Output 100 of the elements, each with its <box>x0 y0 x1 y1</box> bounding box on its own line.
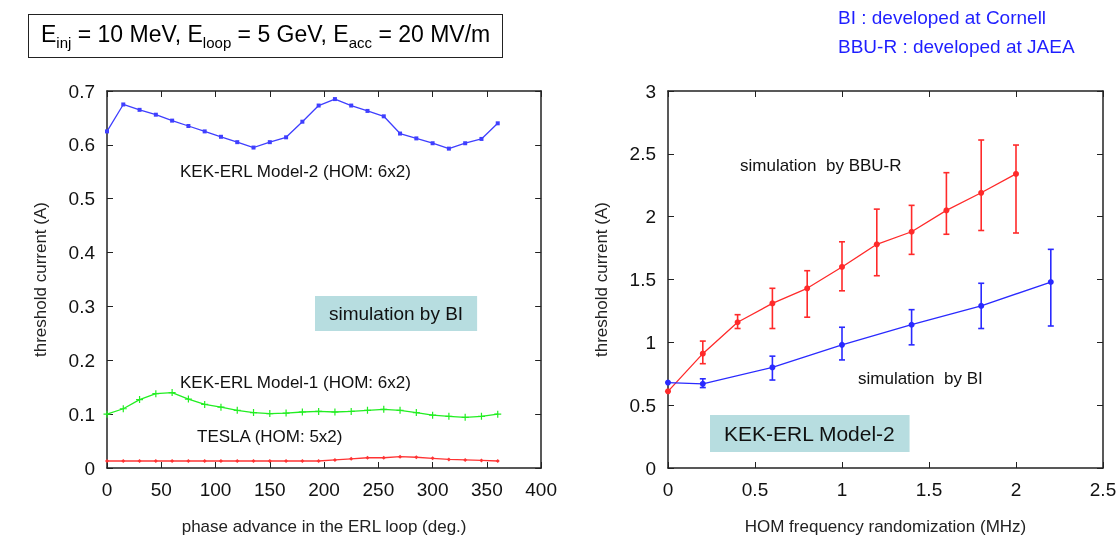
annotation: KEK-ERL Model-2 (HOM: 6x2) <box>180 162 411 181</box>
point <box>202 459 207 463</box>
annotation: simulation by BI <box>858 369 983 388</box>
point <box>463 141 468 146</box>
x-tick-label: 1 <box>836 479 848 500</box>
point <box>300 459 305 463</box>
point <box>943 207 950 214</box>
point <box>395 406 405 415</box>
point <box>137 459 142 463</box>
point <box>121 102 126 107</box>
x-tick-label: 400 <box>525 479 557 500</box>
point <box>267 140 272 145</box>
x-tick-label: 50 <box>150 479 172 500</box>
x-tick-label: 2.5 <box>1089 479 1117 500</box>
point <box>102 410 112 419</box>
point <box>202 129 207 134</box>
y-axis-title: threshold current (A) <box>592 202 611 357</box>
point <box>186 124 191 129</box>
point <box>479 136 484 141</box>
y-tick-label: 0.1 <box>68 403 95 425</box>
point <box>284 459 289 463</box>
point <box>330 407 340 417</box>
x-tick-label: 100 <box>199 479 232 500</box>
point <box>495 459 500 463</box>
point <box>186 459 191 463</box>
point <box>414 136 419 141</box>
point <box>153 112 158 117</box>
x-tick-label: 0 <box>662 479 674 500</box>
x-tick-label: 1.5 <box>915 479 943 500</box>
point <box>839 341 845 348</box>
point <box>978 302 985 309</box>
point <box>839 263 845 270</box>
point <box>699 350 706 357</box>
y-tick-label: 3 <box>645 80 656 102</box>
point <box>804 285 811 292</box>
point <box>218 459 223 463</box>
point <box>235 140 240 145</box>
point <box>495 121 500 126</box>
y-tick-label: 0.3 <box>68 295 95 317</box>
x-tick-label: 250 <box>362 479 395 500</box>
point <box>1047 279 1054 286</box>
y-tick-label: 0.7 <box>68 80 95 102</box>
point <box>121 459 126 463</box>
annotation: TESLA (HOM: 5x2) <box>197 427 343 446</box>
x-tick-label: 0.5 <box>741 479 769 500</box>
y-tick-label: 0.5 <box>629 394 656 416</box>
annotation: simulation by BBU-R <box>740 156 902 175</box>
point <box>493 410 502 419</box>
point <box>430 456 435 461</box>
point <box>349 456 354 461</box>
point <box>251 145 256 150</box>
point <box>105 459 109 463</box>
x-tick-label: 200 <box>308 479 340 500</box>
y-tick-label: 1.5 <box>629 269 656 290</box>
point <box>769 300 776 307</box>
y-axis-title: threshold current (A) <box>31 202 50 357</box>
point <box>137 107 142 112</box>
point <box>463 457 468 462</box>
x-axis-title: HOM frequency randomization (MHz) <box>744 517 1027 536</box>
y-tick-label: 0 <box>84 457 95 479</box>
x-tick-label: 2 <box>1010 479 1022 500</box>
x-tick-label: 0 <box>101 479 113 500</box>
point <box>908 228 915 235</box>
point <box>430 141 435 146</box>
annotation: KEK-ERL Model-2 <box>724 422 895 445</box>
point <box>734 319 741 326</box>
text: BI : developed at Cornell <box>838 7 1047 28</box>
x-tick-label: 300 <box>416 479 449 500</box>
point <box>349 103 354 108</box>
point <box>446 146 451 151</box>
point <box>298 407 307 417</box>
annotation: simulation by BI <box>329 303 464 324</box>
point <box>381 114 386 119</box>
point <box>218 134 223 139</box>
point <box>908 321 915 328</box>
y-tick-label: 2 <box>645 206 656 228</box>
point <box>769 364 776 371</box>
point <box>168 388 177 397</box>
point <box>316 459 321 463</box>
point <box>281 408 291 418</box>
point <box>446 457 451 462</box>
x-tick-label: 350 <box>471 479 503 500</box>
point <box>665 379 671 386</box>
y-tick-label: 0 <box>645 457 656 479</box>
y-tick-label: 2.5 <box>629 143 656 165</box>
point <box>235 459 240 463</box>
x-axis-title: phase advance in the ERL loop (deg.) <box>181 517 467 536</box>
point <box>332 97 337 102</box>
point <box>170 118 175 123</box>
point <box>381 455 386 460</box>
text: BBU-R : developed at JAEA <box>838 36 1075 57</box>
y-tick-label: 1 <box>645 331 656 353</box>
point <box>216 403 226 412</box>
y-tick-label: 0.2 <box>68 349 95 371</box>
point <box>153 459 158 463</box>
point <box>365 108 370 113</box>
point <box>300 119 305 124</box>
point <box>414 455 419 460</box>
point <box>479 458 484 463</box>
point <box>316 103 321 108</box>
